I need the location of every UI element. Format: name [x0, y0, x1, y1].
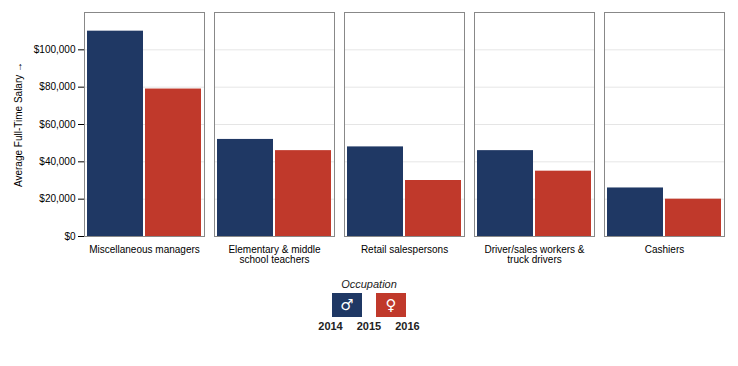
svg-text:Miscellaneous managers: Miscellaneous managers [89, 244, 200, 255]
svg-text:Average Full-Time Salary →: Average Full-Time Salary → [13, 62, 24, 187]
svg-text:$0: $0 [64, 231, 76, 242]
svg-text:$40,000: $40,000 [39, 156, 76, 167]
html-text:Occupation: Occupation [341, 278, 397, 290]
svg-text:$20,000: $20,000 [39, 193, 76, 204]
svg-text:Elementary & middleschool teac: Elementary & middleschool teachers [228, 244, 321, 265]
html-text:2014: 2014 [318, 320, 343, 332]
svg-text:$80,000: $80,000 [39, 81, 76, 92]
html-text:2016: 2016 [395, 320, 420, 332]
svg-text:$100,000: $100,000 [34, 44, 76, 55]
svg-text:Driver/sales workers &truck dr: Driver/sales workers &truck drivers [484, 244, 584, 265]
svg-text:Retail salespersons: Retail salespersons [361, 244, 448, 255]
svg-text:$60,000: $60,000 [39, 119, 76, 130]
html-text:2015: 2015 [356, 320, 382, 332]
svg-text:Cashiers: Cashiers [645, 244, 684, 255]
